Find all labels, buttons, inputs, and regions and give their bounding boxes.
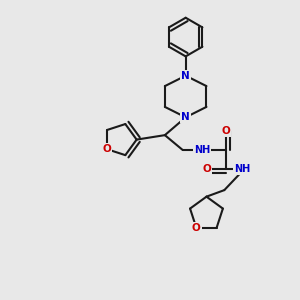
Text: NH: NH: [194, 145, 210, 155]
Text: O: O: [202, 164, 211, 174]
Text: N: N: [181, 71, 190, 81]
Text: O: O: [221, 126, 230, 136]
Text: O: O: [192, 223, 201, 233]
Text: N: N: [181, 112, 190, 122]
Text: O: O: [103, 144, 111, 154]
Text: NH: NH: [234, 164, 250, 174]
